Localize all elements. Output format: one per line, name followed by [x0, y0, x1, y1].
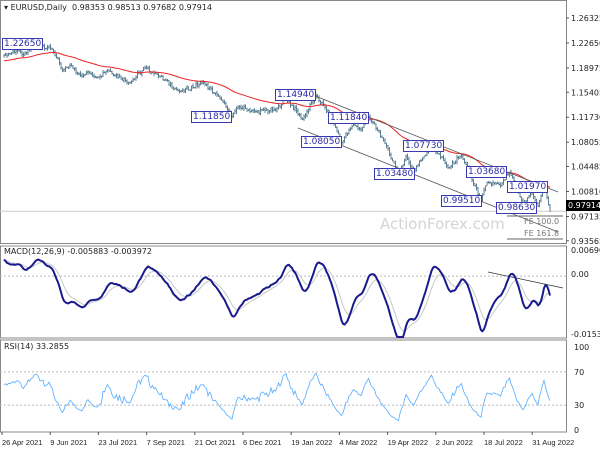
level-label: 1.14940: [275, 89, 317, 101]
date-tick-label: 4 Mar 2022: [339, 438, 377, 447]
macd-title: MACD(12,26,9) -0.005883 -0.003972: [4, 247, 152, 256]
macd-signal-line: [4, 260, 551, 332]
price-tick-label: 1.08055: [571, 138, 600, 147]
date-tick-label: 23 Jul 2021: [98, 438, 137, 447]
macd-line: [3, 258, 551, 338]
price-tick-label: 1.15405: [571, 88, 600, 97]
date-tick-label: 2 Jun 2022: [436, 438, 473, 447]
price-bars: [3, 40, 551, 212]
rsi-line: [3, 372, 551, 422]
level-label: 0.99510: [441, 195, 483, 207]
fe-161-label: FE 161.8: [524, 229, 560, 238]
date-tick-label: 19 Jan 2022: [291, 438, 332, 447]
chart-header: ▾ EURUSD,Daily 0.98353 0.98513 0.97682 0…: [4, 3, 212, 12]
date-tick-label: 18 Jul 2022: [484, 438, 523, 447]
current-price-box: 0.97914: [566, 200, 600, 211]
rsi-tick-label: 100: [574, 343, 589, 352]
rsi-panel: [0, 339, 567, 433]
level-label: 1.11850: [191, 111, 233, 123]
price-tick-label: 0.93565: [571, 237, 600, 246]
macd-tick-label: 0.00: [571, 270, 589, 279]
level-label: 1.03680: [466, 166, 508, 178]
price-panel: [0, 0, 567, 244]
fe-100-label: FE 100.0: [524, 217, 560, 226]
price-tick-label: 1.26325: [571, 14, 600, 23]
level-label: 1.22650: [2, 38, 44, 50]
price-tick-label: 1.11730: [571, 113, 600, 122]
macd-tick-label: 0.006906: [571, 246, 600, 255]
moving-average-line: [3, 52, 551, 188]
price-tick-label: 1.18975: [571, 64, 600, 73]
level-label: 1.11840: [328, 112, 370, 124]
rsi-tick-label: 0: [574, 426, 579, 435]
date-tick-label: 9 Jun 2021: [50, 438, 87, 447]
rsi-title: RSI(14) 33.2855: [4, 342, 70, 351]
level-label: 1.01970: [507, 181, 549, 193]
macd-tick-label: -0.015348: [571, 330, 600, 339]
price-tick-label: 1.22650: [571, 39, 600, 48]
level-label: 1.07730: [403, 140, 445, 152]
symbol-label: EURUSD,Daily: [10, 3, 67, 12]
price-tick-label: 1.04485: [571, 163, 600, 172]
ohlc-readout: 0.98353 0.98513 0.97682 0.97914: [72, 3, 212, 12]
date-tick-label: 21 Oct 2021: [195, 438, 236, 447]
price-tick-label: 0.97135: [571, 212, 600, 221]
level-label: 0.98630: [496, 202, 538, 214]
level-label: 1.08050: [301, 136, 343, 148]
rsi-tick-label: 70: [574, 368, 584, 377]
macd-trend-line: [487, 271, 564, 289]
date-tick-label: 7 Sep 2021: [147, 438, 185, 447]
date-tick-label: 6 Dec 2021: [243, 438, 281, 447]
level-label: 1.03480: [374, 168, 416, 180]
date-tick-label: 26 Apr 2021: [2, 438, 42, 447]
date-tick-label: 19 Apr 2022: [388, 438, 428, 447]
macd-panel: [0, 245, 567, 339]
rsi-tick-label: 30: [574, 401, 584, 410]
watermark: ActionForex.com: [380, 215, 505, 233]
date-tick-label: 31 Aug 2022: [532, 438, 574, 447]
